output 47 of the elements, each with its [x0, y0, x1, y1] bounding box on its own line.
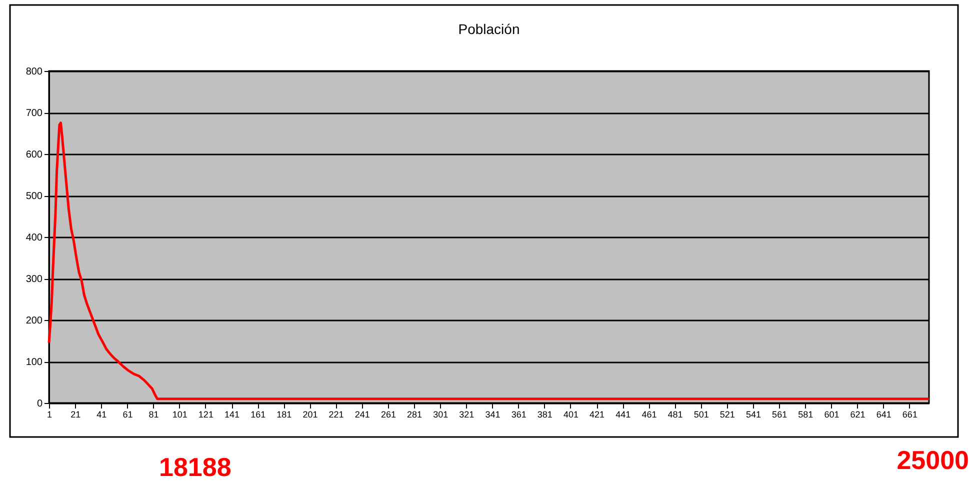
- x-tick-label: 181: [276, 410, 292, 420]
- x-tick-label: 281: [407, 410, 422, 420]
- text: 18188: [159, 452, 232, 482]
- x-tick-label: 21: [70, 410, 81, 420]
- x-tick-label: 301: [433, 410, 448, 420]
- x-tick-label: 561: [772, 410, 788, 420]
- x-tick-label: 441: [616, 410, 631, 420]
- x-tick-label: 121: [198, 410, 214, 420]
- x-tick-label: 541: [746, 410, 762, 420]
- x-tick-label: 41: [96, 410, 107, 420]
- y-tick-label: 200: [26, 316, 43, 326]
- x-tick-label: 341: [485, 410, 500, 420]
- y-tick-label: 500: [26, 191, 43, 202]
- x-tick-label: 581: [798, 410, 814, 420]
- x-tick-label: 221: [328, 410, 344, 420]
- x-tick-label: 61: [122, 410, 133, 420]
- x-tick-label: 381: [537, 410, 552, 420]
- x-tick-label: 1: [46, 410, 52, 420]
- x-tick-label: 201: [302, 410, 318, 420]
- x-tick-label: 501: [694, 410, 709, 420]
- x-tick-label: 361: [511, 410, 526, 420]
- x-tick-label: 241: [354, 410, 370, 420]
- x-tick-label: 621: [850, 410, 866, 420]
- x-tick-label: 321: [459, 410, 474, 420]
- y-tick-label: 600: [26, 150, 43, 160]
- y-tick-label: 400: [26, 232, 43, 244]
- x-tick-label: 161: [250, 410, 266, 420]
- x-tick-label: 661: [902, 410, 918, 420]
- x-tick-label: 461: [642, 410, 657, 420]
- x-tick-label: 261: [380, 410, 396, 420]
- x-tick-label: 101: [172, 410, 188, 420]
- x-tick-label: 141: [224, 410, 240, 420]
- y-tick-label: 0: [36, 398, 43, 410]
- x-tick-label: 641: [876, 410, 892, 420]
- x-tick-label: 421: [590, 410, 605, 420]
- x-tick-label: 401: [563, 410, 578, 420]
- y-tick-label: 100: [26, 357, 43, 368]
- y-tick-label: 300: [26, 274, 43, 285]
- line-series: [48, 122, 930, 400]
- x-tick-label: 601: [824, 410, 840, 420]
- y-tick-label: 700: [26, 108, 43, 119]
- x-tick-label: 81: [148, 410, 159, 420]
- chart-title: Población: [458, 21, 520, 37]
- x-tick-label: 521: [720, 410, 735, 420]
- text: 25000: [896, 445, 969, 475]
- y-tick-label: 800: [26, 66, 43, 78]
- x-tick-label: 481: [668, 410, 683, 420]
